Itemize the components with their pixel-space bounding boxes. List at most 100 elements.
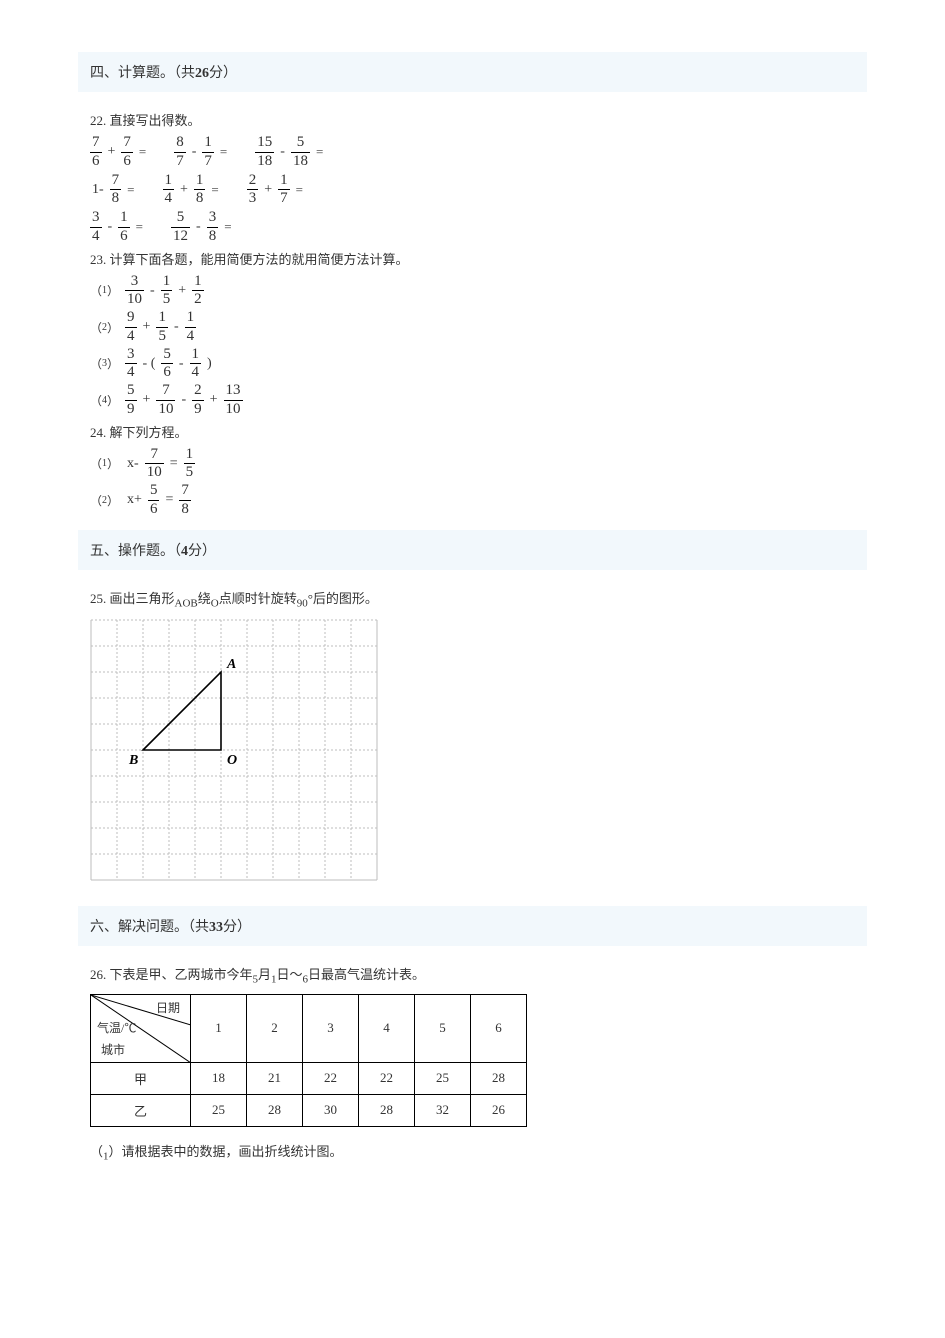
fraction: 23 <box>247 173 259 208</box>
fraction: 15 <box>184 447 196 482</box>
value-cell: 28 <box>359 1094 415 1126</box>
fraction: 14 <box>190 347 202 382</box>
fraction: 512 <box>171 210 190 245</box>
fraction: 1310 <box>224 383 243 418</box>
q25-t1: 画出三角形 <box>110 591 175 606</box>
q23-items: （1）310-15+12（2）94+15-14（3）34- (56-14)（4）… <box>90 274 855 418</box>
sub-item: （3）34- (56-14) <box>90 347 855 382</box>
fraction: 17 <box>202 135 214 170</box>
q24-items: （1）x-710=15（2）x+56=78 <box>90 447 855 518</box>
value-cell: 32 <box>415 1094 471 1126</box>
q26-title-line: 26. 下表是甲、乙两城市今年5月1日～6日最高气温统计表。 <box>90 964 855 986</box>
section-5-label-pre: 五、操作题。（ <box>90 544 181 559</box>
q26-t4: 日最高气温统计表。 <box>308 967 425 982</box>
fraction: 14 <box>185 310 197 345</box>
date-header: 5 <box>415 994 471 1062</box>
date-header: 2 <box>247 994 303 1062</box>
expression: 14+18= <box>163 173 221 208</box>
fraction: 12 <box>192 274 204 309</box>
value-cell: 25 <box>415 1062 471 1094</box>
date-header: 1 <box>191 994 247 1062</box>
city-cell: 甲 <box>91 1062 191 1094</box>
q24-title-line: 24. 解下列方程。 <box>90 422 855 441</box>
q25-aob: AOB <box>175 597 198 609</box>
expression: x-710=15 <box>125 447 195 482</box>
fraction: 56 <box>161 347 173 382</box>
q22-title-line: 22. 直接写出得数。 <box>90 110 855 129</box>
value-cell: 21 <box>247 1062 303 1094</box>
table-corner: 日期气温/℃城市 <box>91 994 191 1062</box>
fraction: 710 <box>156 383 175 418</box>
q23-num: 23. <box>90 252 106 267</box>
expression: 34-16= <box>90 210 145 245</box>
expression: 94+15-14 <box>125 310 196 345</box>
fraction: 38 <box>207 210 219 245</box>
fraction: 76 <box>121 135 133 170</box>
value-cell: 22 <box>303 1062 359 1094</box>
sub-item: （1）310-15+12 <box>90 274 855 309</box>
q25-title-line: 25. 画出三角形AOB绕O点顺时针旋转90°后的图形。 <box>90 588 855 610</box>
expression: x+56=78 <box>125 483 191 518</box>
fraction: 59 <box>125 383 137 418</box>
q26-num: 26. <box>90 967 106 982</box>
q23-title-line: 23. 计算下面各题，能用简便方法的就用简便方法计算。 <box>90 249 855 268</box>
section-6-label-post: 分） <box>223 920 251 935</box>
svg-text:A: A <box>226 657 236 672</box>
q26-data-table: 日期气温/℃城市123456甲182122222528乙252830283226 <box>90 994 527 1127</box>
section-5-points: 4 <box>181 544 188 559</box>
q22-row: 34-16= 512-38= <box>90 210 855 245</box>
q26-sub1: （1）请根据表中的数据，画出折线统计图。 <box>90 1141 855 1163</box>
sub-item: （2）x+56=78 <box>90 483 855 518</box>
expression: 23+17= <box>247 173 305 208</box>
value-cell: 18 <box>191 1062 247 1094</box>
value-cell: 22 <box>359 1062 415 1094</box>
fraction: 14 <box>163 173 175 208</box>
fraction: 15 <box>156 310 168 345</box>
fraction: 518 <box>291 135 310 170</box>
q25-o: O <box>211 597 219 609</box>
fraction: 1518 <box>255 135 274 170</box>
q22-num: 22. <box>90 113 106 128</box>
section-6-header: 六、解决问题。（共33分） <box>78 906 867 946</box>
section-4-label-pre: 四、计算题。（共 <box>90 66 195 81</box>
section-6-points: 33 <box>209 920 223 935</box>
section-5-header: 五、操作题。（4分） <box>78 530 867 570</box>
q25-num: 25. <box>90 591 106 606</box>
q26-sub1-pre: （ <box>90 1144 103 1159</box>
fraction: 34 <box>125 347 137 382</box>
expression: 512-38= <box>171 210 234 245</box>
q22-title: 直接写出得数。 <box>110 113 201 128</box>
value-cell: 28 <box>247 1094 303 1126</box>
fraction: 87 <box>174 135 186 170</box>
fraction: 29 <box>192 383 204 418</box>
value-cell: 28 <box>471 1062 527 1094</box>
q26-sub1-post: ）请根据表中的数据，画出折线统计图。 <box>109 1144 343 1159</box>
q25-grid-figure: ABO <box>90 619 855 886</box>
q25-t2: 绕 <box>198 591 211 606</box>
svg-text:O: O <box>227 753 237 768</box>
q26-t1: 下表是甲、乙两城市今年 <box>110 967 253 982</box>
fraction: 310 <box>125 274 144 309</box>
value-cell: 26 <box>471 1094 527 1126</box>
expression: 76+76= <box>90 135 148 170</box>
q25-90: 90 <box>297 597 308 609</box>
fraction: 17 <box>278 173 290 208</box>
fraction: 34 <box>90 210 102 245</box>
fraction: 56 <box>148 483 160 518</box>
table-row: 甲182122222528 <box>91 1062 527 1094</box>
q25-t3: 点顺时针旋转 <box>219 591 297 606</box>
fraction: 76 <box>90 135 102 170</box>
section-4-points: 26 <box>195 66 209 81</box>
q25-t4: °后的图形。 <box>308 591 378 606</box>
fraction: 710 <box>145 447 164 482</box>
triangle-grid-svg: ABO <box>90 619 378 881</box>
q22-row: 1-78=14+18=23+17= <box>90 173 855 208</box>
value-cell: 25 <box>191 1094 247 1126</box>
expression: 59+710-29+1310 <box>125 383 242 418</box>
q22-row: 76+76=87-17=1518-518= <box>90 135 855 170</box>
q23-title: 计算下面各题，能用简便方法的就用简便方法计算。 <box>110 252 409 267</box>
fraction: 15 <box>161 274 173 309</box>
date-header: 6 <box>471 994 527 1062</box>
fraction: 78 <box>179 483 191 518</box>
section-4-label-post: 分） <box>209 66 237 81</box>
